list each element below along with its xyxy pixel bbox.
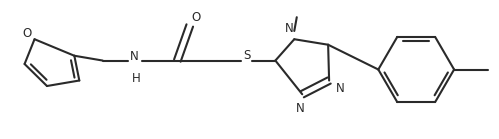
Text: H: H xyxy=(132,72,141,85)
Text: N: N xyxy=(295,101,304,115)
Text: N: N xyxy=(130,50,138,63)
Text: N: N xyxy=(336,82,344,95)
Text: O: O xyxy=(22,27,31,40)
Text: O: O xyxy=(191,11,201,24)
Text: N: N xyxy=(285,22,294,35)
Text: S: S xyxy=(244,49,250,62)
